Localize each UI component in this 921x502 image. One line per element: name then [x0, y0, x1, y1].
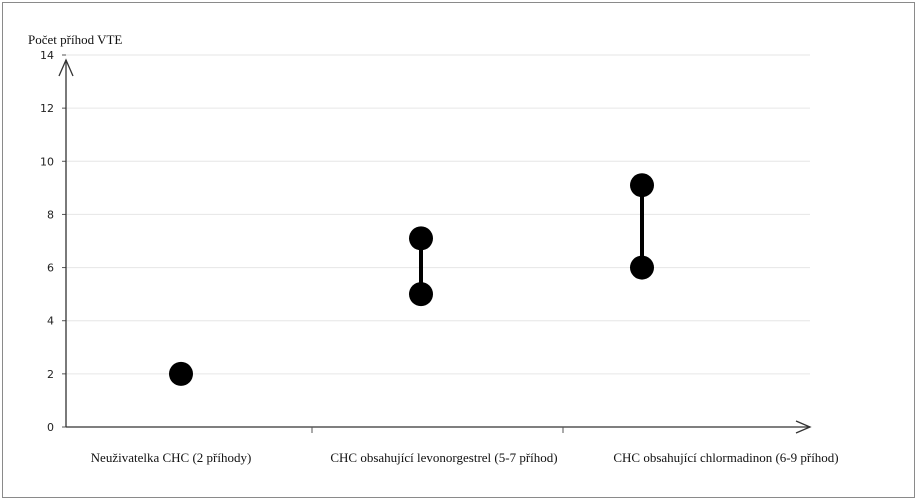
category-labels: Neuživatelka CHC (2 příhody) CHC obsahují… [91, 450, 839, 465]
x-tick-marks [311, 427, 564, 433]
y-tick-labels: 0 2 4 6 8 10 12 14 [40, 49, 66, 434]
axes [58, 58, 812, 434]
y-tick-label: 6 [47, 262, 54, 275]
gridlines [66, 54, 810, 375]
y-tick-label: 14 [40, 49, 54, 62]
category-label: Neuživatelka CHC (2 příhody) [91, 450, 252, 465]
x-axis-arrow [795, 420, 812, 434]
category-label: CHC obsahující chlormadinon (6-9 příhod) [613, 450, 838, 465]
data-points [169, 173, 654, 386]
data-point [409, 282, 433, 307]
y-tick-label: 10 [40, 155, 54, 168]
y-tick-label: 0 [47, 421, 54, 434]
category-label: CHC obsahující levonorgestrel (5-7 přího… [330, 450, 557, 465]
y-tick-label: 12 [40, 102, 54, 115]
data-point [630, 255, 654, 280]
y-axis-arrow [58, 58, 74, 77]
y-tick-label: 2 [47, 368, 54, 381]
y-tick-label: 8 [47, 208, 54, 221]
chart-frame [2, 2, 915, 498]
y-tick-label: 4 [47, 315, 54, 328]
data-point [409, 226, 433, 251]
y-axis-title: Počet příhod VTE [28, 32, 122, 47]
data-point [630, 173, 654, 198]
data-point [169, 361, 193, 386]
